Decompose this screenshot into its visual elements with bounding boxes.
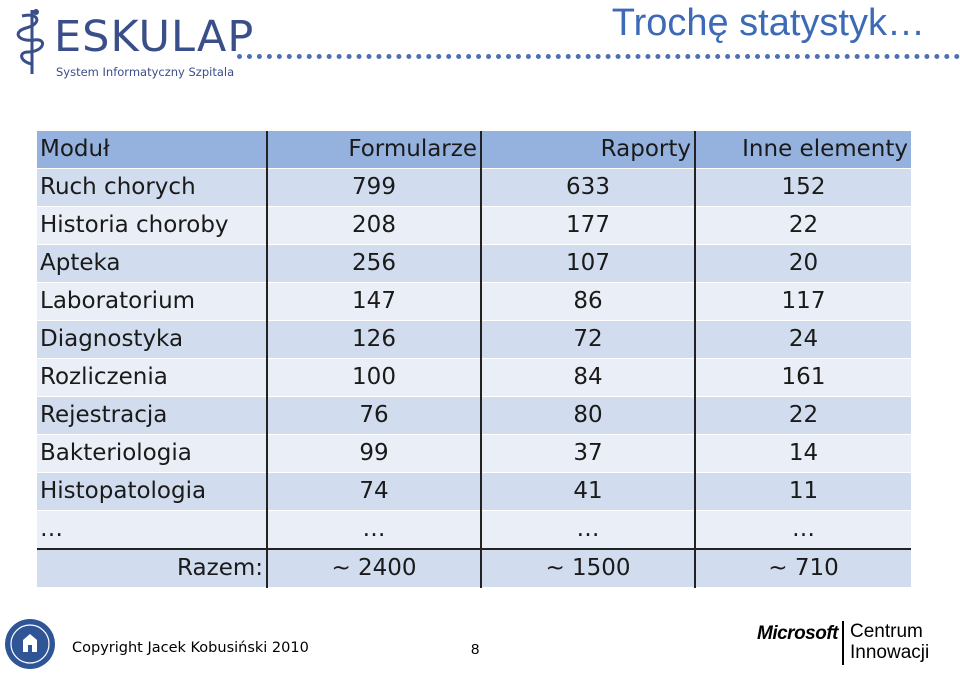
total-cell: ~ 1500 bbox=[480, 548, 695, 588]
total-cell: ~ 2400 bbox=[266, 548, 481, 588]
count-cell: 14 bbox=[694, 434, 911, 473]
centrum-innowacji-logo: Centrum Innowacji bbox=[850, 621, 929, 663]
count-cell: 22 bbox=[694, 396, 911, 435]
module-name-cell: Diagnostyka bbox=[37, 320, 267, 359]
module-name-cell: Rozliczenia bbox=[37, 358, 267, 397]
count-cell: 80 bbox=[480, 396, 695, 435]
total-cell: ~ 710 bbox=[694, 548, 911, 588]
count-cell: 208 bbox=[266, 206, 481, 245]
column-header: Moduł bbox=[37, 131, 267, 169]
table-row: Laboratorium 147 86 117 bbox=[37, 282, 911, 321]
count-cell: 11 bbox=[694, 472, 911, 511]
column-header: Raporty bbox=[480, 131, 695, 169]
caduceus-logo-icon bbox=[16, 9, 44, 74]
table-row: Diagnostyka 126 72 24 bbox=[37, 320, 911, 359]
count-cell: 72 bbox=[480, 320, 695, 359]
table-row: Apteka 256 107 20 bbox=[37, 244, 911, 283]
count-cell: 41 bbox=[480, 472, 695, 511]
count-cell: 84 bbox=[480, 358, 695, 397]
count-cell: 152 bbox=[694, 168, 911, 207]
count-cell: 74 bbox=[266, 472, 481, 511]
module-name-cell: Histopatologia bbox=[37, 472, 267, 511]
module-name-cell: Bakteriologia bbox=[37, 434, 267, 473]
logo-divider bbox=[842, 621, 844, 665]
count-cell: 107 bbox=[480, 244, 695, 283]
slide-title: Trochę statystyk… bbox=[611, 2, 925, 44]
column-header: Formularze bbox=[266, 131, 481, 169]
eskulap-logo: ESKULAP System Informatyczny Szpitala bbox=[14, 6, 253, 79]
count-cell: 20 bbox=[694, 244, 911, 283]
centrum-line: Centrum bbox=[850, 621, 923, 642]
table-row: Ruch chorych 799 633 152 bbox=[37, 168, 911, 207]
count-cell: 117 bbox=[694, 282, 911, 321]
count-cell: … bbox=[694, 510, 911, 550]
totals-row: Razem: ~ 2400 ~ 1500 ~ 710 bbox=[37, 548, 911, 588]
copyright-text: Copyright Jacek Kobusiński 2010 bbox=[72, 640, 309, 656]
count-cell: 100 bbox=[266, 358, 481, 397]
count-cell: 24 bbox=[694, 320, 911, 359]
title-underline bbox=[237, 54, 960, 59]
page-number: 8 bbox=[471, 641, 480, 658]
microsoft-logo: Microsoft bbox=[757, 623, 839, 644]
count-cell: 86 bbox=[480, 282, 695, 321]
count-cell: … bbox=[266, 510, 481, 550]
count-cell: 799 bbox=[266, 168, 481, 207]
count-cell: 633 bbox=[480, 168, 695, 207]
count-cell: … bbox=[480, 510, 695, 550]
table-row: Rejestracja 76 80 22 bbox=[37, 396, 911, 435]
logo-subtitle: System Informatyczny Szpitala bbox=[56, 65, 235, 79]
column-header: Inne elementy bbox=[694, 131, 911, 169]
count-cell: 161 bbox=[694, 358, 911, 397]
count-cell: 76 bbox=[266, 396, 481, 435]
university-seal-icon bbox=[5, 619, 55, 669]
innowacji-line: Innowacji bbox=[850, 642, 930, 663]
module-name-cell: Historia choroby bbox=[37, 206, 267, 245]
table-row: Bakteriologia 99 37 14 bbox=[37, 434, 911, 473]
module-name-cell: Apteka bbox=[37, 244, 267, 283]
count-cell: 22 bbox=[694, 206, 911, 245]
module-name-cell: … bbox=[37, 510, 267, 550]
totals-label: Razem: bbox=[37, 548, 267, 588]
count-cell: 37 bbox=[480, 434, 695, 473]
count-cell: 147 bbox=[266, 282, 481, 321]
module-name-cell: Rejestracja bbox=[37, 396, 267, 435]
module-name-cell: Ruch chorych bbox=[37, 168, 267, 207]
count-cell: 256 bbox=[266, 244, 481, 283]
statistics-table: Moduł Formularze Raporty Inne elementy R… bbox=[37, 131, 911, 588]
count-cell: 177 bbox=[480, 206, 695, 245]
table-row: Rozliczenia 100 84 161 bbox=[37, 358, 911, 397]
module-name-cell: Laboratorium bbox=[37, 282, 267, 321]
count-cell: 126 bbox=[266, 320, 481, 359]
count-cell: 99 bbox=[266, 434, 481, 473]
logo-name: ESKULAP bbox=[54, 12, 255, 62]
table-row: ………… bbox=[37, 510, 911, 550]
table-header-row: Moduł Formularze Raporty Inne elementy bbox=[37, 131, 911, 169]
table-row: Historia choroby 208 177 22 bbox=[37, 206, 911, 245]
table-row: Histopatologia 74 41 11 bbox=[37, 472, 911, 511]
